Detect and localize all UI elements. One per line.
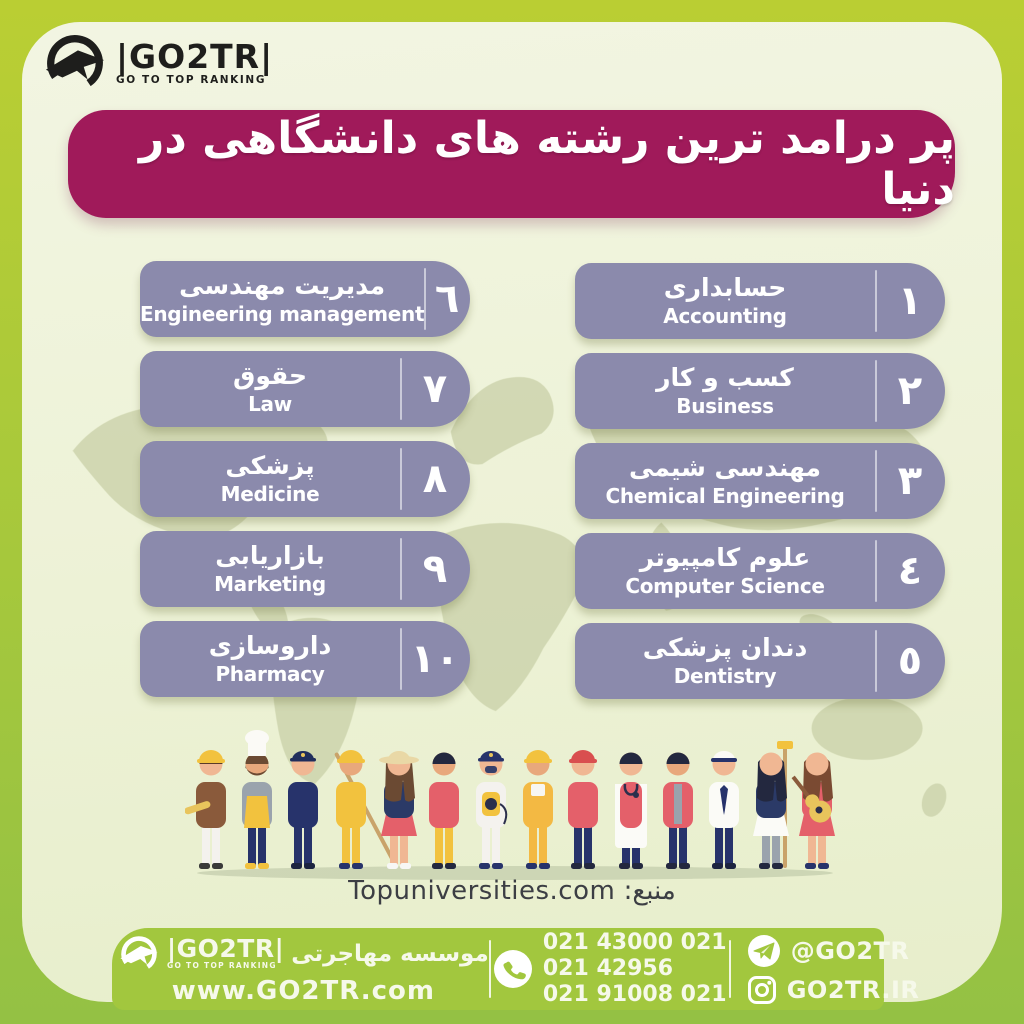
- phone-number: 021 42956: [542, 956, 673, 981]
- major-label-fa: داروسازی: [208, 631, 332, 660]
- major-rank-number: ٣: [875, 443, 945, 519]
- phone-icon: [493, 950, 532, 988]
- major-label-fa: حقوق: [232, 361, 308, 390]
- brand-tagline: GO TO TOP RANKING: [116, 74, 267, 86]
- professionals-illustration: [185, 730, 835, 880]
- instagram-icon: [747, 975, 776, 1004]
- major-rank-number: ٤: [875, 533, 945, 609]
- footer-divider: [728, 940, 731, 998]
- major-label-fa: مهندسی شیمی: [628, 453, 822, 482]
- major-label-en: Medicine: [220, 482, 320, 506]
- major-label-fa: کسب و کار: [656, 363, 794, 392]
- major-label-en: Dentistry: [673, 664, 777, 688]
- footer-divider: [488, 940, 491, 998]
- major-labels: مهندسی شیمی Chemical Engineering: [575, 443, 875, 519]
- major-label-en: Marketing: [214, 572, 326, 596]
- major-labels: علوم کامپیوتر Computer Science: [575, 533, 875, 609]
- title-banner: پر درامد ترین رشته های دانشگاهی در دنیا: [68, 110, 955, 218]
- major-rank-number: ٥: [875, 623, 945, 699]
- major-pill: مدیریت مهندسی Engineering management ٦: [140, 261, 470, 337]
- major-pill: داروسازی Pharmacy ١٠: [140, 621, 470, 697]
- major-labels: کسب و کار Business: [575, 353, 875, 429]
- footer-phone-block: 021 43000 021 021 42956 021 91008 021: [491, 930, 729, 1008]
- major-label-fa: مدیریت مهندسی: [179, 271, 386, 300]
- phone-number: 021 91008 021: [542, 982, 727, 1007]
- major-labels: داروسازی Pharmacy: [140, 621, 400, 697]
- major-rank-number: ١: [875, 263, 945, 339]
- major-label-en: Engineering management: [140, 302, 425, 326]
- footer-social-block: @GO2TR GO2TR.IR: [731, 934, 920, 1005]
- source-label: منبع:: [623, 876, 676, 906]
- major-pill: مهندسی شیمی Chemical Engineering ٣: [575, 443, 945, 519]
- telegram-handle: @GO2TR: [790, 936, 910, 965]
- major-label-fa: حسابداری: [663, 273, 787, 302]
- major-rank-number: ٦: [424, 261, 470, 337]
- brand-logo: |GO2TR| GO TO TOP RANKING: [42, 30, 273, 96]
- major-label-fa: علوم کامپیوتر: [639, 543, 811, 572]
- go2tr-plane-icon-footer: [120, 935, 158, 972]
- major-rank-number: ٩: [400, 531, 470, 607]
- major-labels: حقوق Law: [140, 351, 400, 427]
- major-labels: دندان پزشکی Dentistry: [575, 623, 875, 699]
- major-pill: بازاریابی Marketing ٩: [140, 531, 470, 607]
- majors-column-left: مدیریت مهندسی Engineering management ٦ ح…: [140, 261, 470, 711]
- major-labels: حسابداری Accounting: [575, 263, 875, 339]
- major-pill: حسابداری Accounting ١: [575, 263, 945, 339]
- footer-org-label: موسسه مهاجرتی: [291, 940, 489, 967]
- footer-brand-block: |GO2TR| GO TO TOP RANKING موسسه مهاجرتی …: [112, 933, 489, 1006]
- major-label-fa: پزشکی: [225, 451, 315, 480]
- major-pill: حقوق Law ٧: [140, 351, 470, 427]
- go2tr-plane-icon: [45, 35, 105, 91]
- majors-column-right: حسابداری Accounting ١ کسب و کار Business…: [575, 263, 945, 713]
- website-url: www.GO2TR.com: [171, 975, 436, 1006]
- footer-brand-name: |GO2TR|: [167, 934, 285, 963]
- major-labels: مدیریت مهندسی Engineering management: [140, 261, 425, 337]
- brand-name: |GO2TR|: [116, 37, 274, 76]
- major-rank-number: ٧: [400, 351, 470, 427]
- source-site: Topuniversities.com: [348, 876, 616, 906]
- phone-number: 021 43000 021: [542, 930, 727, 955]
- major-rank-number: ٢: [875, 353, 945, 429]
- major-labels: بازاریابی Marketing: [140, 531, 400, 607]
- major-label-fa: دندان پزشکی: [642, 633, 808, 662]
- major-pill: دندان پزشکی Dentistry ٥: [575, 623, 945, 699]
- major-pill: کسب و کار Business ٢: [575, 353, 945, 429]
- major-labels: پزشکی Medicine: [140, 441, 400, 517]
- content-card: |GO2TR| GO TO TOP RANKING پر درامد ترین …: [22, 22, 1002, 1002]
- major-rank-number: ٨: [400, 441, 470, 517]
- major-label-en: Law: [248, 392, 292, 416]
- footer-brand-tagline: GO TO TOP RANKING: [167, 961, 277, 970]
- telegram-icon: [747, 934, 780, 967]
- major-label-en: Pharmacy: [215, 662, 325, 686]
- source-line: منبع: Topuniversities.com: [22, 876, 1002, 906]
- major-pill: پزشکی Medicine ٨: [140, 441, 470, 517]
- major-label-en: Computer Science: [625, 574, 825, 598]
- page-title: پر درامد ترین رشته های دانشگاهی در دنیا: [138, 113, 955, 215]
- major-rank-number: ١٠: [400, 621, 470, 697]
- instagram-handle: GO2TR.IR: [786, 975, 920, 1004]
- footer-bar: |GO2TR| GO TO TOP RANKING موسسه مهاجرتی …: [112, 928, 919, 1010]
- major-pill: علوم کامپیوتر Computer Science ٤: [575, 533, 945, 609]
- major-label-fa: بازاریابی: [215, 541, 325, 570]
- major-label-en: Business: [676, 394, 774, 418]
- major-label-en: Accounting: [663, 304, 787, 328]
- major-label-en: Chemical Engineering: [605, 484, 845, 508]
- phone-number-list: 021 43000 021 021 42956 021 91008 021: [543, 930, 727, 1008]
